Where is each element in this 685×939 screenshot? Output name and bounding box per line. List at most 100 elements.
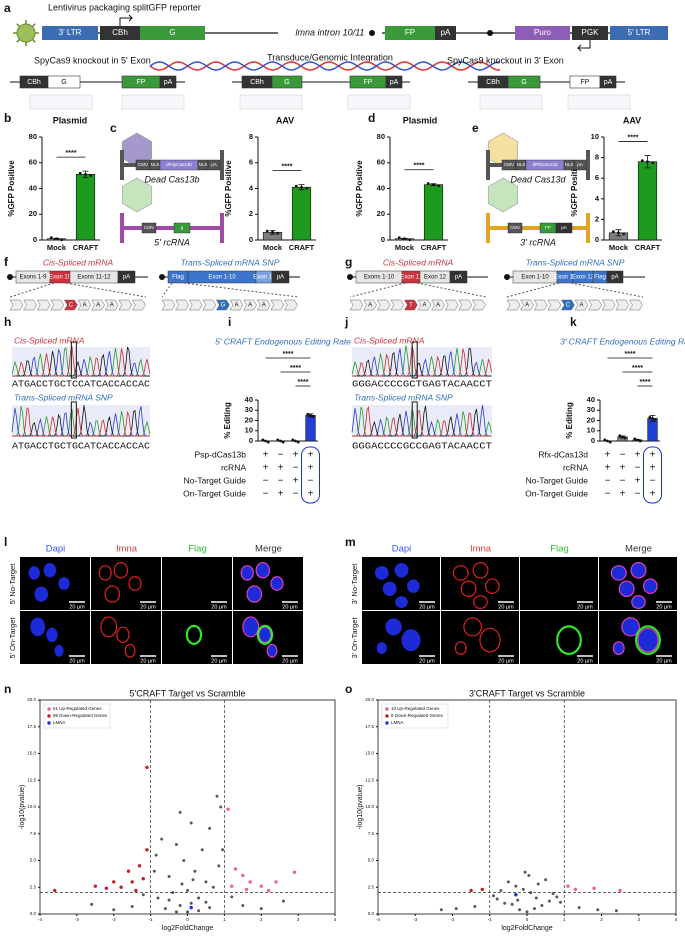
- construct-title: Lentivirus packaging splitGFP reporter: [48, 2, 201, 12]
- base-box: [534, 300, 547, 310]
- x-tick-label: CRAFT: [73, 243, 99, 252]
- panel-letter: h: [4, 315, 11, 329]
- point: [155, 854, 158, 857]
- element-label: CBh: [112, 28, 128, 37]
- trace-title: Trans-Spliced mRNA SNP: [14, 392, 113, 402]
- virus-spike: [17, 39, 20, 42]
- point: [186, 889, 189, 892]
- column-header: Flag: [188, 544, 206, 555]
- zoom-lines: [350, 283, 486, 297]
- legend-label: LMNA: [53, 720, 66, 725]
- legend-swatch: [385, 707, 388, 710]
- base-label: A: [234, 303, 238, 309]
- y-tick-label: 12.5: [365, 777, 374, 782]
- y-tick-label: 10.0: [365, 804, 374, 809]
- nucleus: [46, 628, 57, 642]
- y-tick-label: 30: [245, 405, 253, 414]
- point: [201, 848, 204, 851]
- exon-label: Exon 12: [572, 275, 595, 281]
- legend-swatch: [385, 721, 388, 724]
- replicate-dot: [276, 232, 279, 235]
- point: [186, 910, 189, 913]
- virus-spike: [17, 24, 20, 27]
- point: [171, 891, 174, 894]
- y-tick-label: 80: [377, 132, 385, 141]
- nucleus: [55, 645, 64, 657]
- scale-bar-label: 20 µm: [498, 658, 514, 664]
- replicate-dot: [305, 187, 308, 190]
- nucleus: [34, 586, 48, 601]
- base-box: [119, 300, 132, 310]
- panel-letter: c: [110, 121, 117, 135]
- y-tick-label: 0: [249, 235, 253, 244]
- point: [245, 888, 248, 891]
- point: [197, 909, 200, 912]
- row-label: 3' On-Target: [350, 617, 359, 659]
- point: [241, 904, 244, 907]
- point: [134, 889, 137, 892]
- point: [514, 885, 517, 888]
- legend-swatch: [385, 714, 388, 717]
- table-cell: −: [635, 463, 641, 474]
- y-tick-label: 10: [591, 132, 599, 141]
- vector-part-label: CMV: [504, 162, 514, 167]
- y-tick-label: 15.0: [365, 751, 374, 756]
- table-cell: −: [263, 476, 269, 487]
- scale-bar-label: 20 µm: [69, 658, 85, 664]
- base-box: [51, 300, 64, 310]
- point: [260, 907, 263, 910]
- point: [112, 880, 115, 883]
- replicate-dot: [89, 174, 92, 177]
- table-cell: −: [605, 489, 611, 500]
- scale-bar-label: 20 µm: [498, 604, 514, 610]
- table-cell: +: [620, 463, 626, 474]
- y-tick-label: 40: [29, 183, 37, 192]
- panel-letter: f: [4, 255, 9, 269]
- table-row-label: rcRNA: [563, 462, 588, 472]
- x-tick-label: 4: [675, 917, 678, 922]
- point: [175, 843, 178, 846]
- element-label: 5' LTR: [628, 28, 651, 37]
- point: [127, 870, 130, 873]
- scale-bar-label: 20 µm: [282, 604, 298, 610]
- point: [455, 907, 458, 910]
- point: [618, 889, 621, 892]
- point: [193, 870, 196, 873]
- trace-box: [30, 95, 92, 109]
- junction: [369, 30, 375, 36]
- point: [492, 894, 495, 897]
- point: [226, 807, 229, 810]
- element-label: G: [284, 79, 289, 86]
- base-label: A: [248, 303, 252, 309]
- y-tick-label: 17.5: [365, 724, 374, 729]
- x-tick-label: 3: [637, 917, 640, 922]
- point: [440, 908, 443, 911]
- vector-label: Dead Cas13b: [144, 174, 199, 184]
- element-label: CBh: [27, 79, 41, 86]
- y-tick-label: 40: [587, 395, 595, 404]
- vector-label: 3' rcRNA: [520, 237, 556, 247]
- base-box: [203, 300, 216, 310]
- replicate-dot: [279, 440, 282, 443]
- vector-part-label: pA: [211, 162, 217, 167]
- replicate-dot: [261, 439, 264, 442]
- column-header: Merge: [625, 544, 652, 555]
- element-label: FP: [581, 79, 590, 86]
- column-header: Imna: [116, 544, 138, 555]
- table-cell: −: [278, 476, 284, 487]
- base-label: A: [262, 303, 266, 309]
- exon-label: pA: [455, 275, 462, 281]
- base-label: T: [409, 303, 413, 309]
- column-header: Imna: [470, 544, 492, 555]
- construct-title: Cis-Spliced mRNA: [383, 257, 454, 267]
- legend-swatch: [47, 721, 50, 724]
- nucleus: [639, 629, 658, 651]
- integration-label: Transduce/Genomic Integration: [267, 52, 393, 62]
- replicate-dot: [282, 441, 285, 444]
- point: [180, 883, 183, 886]
- vector-part-label: NLS: [565, 162, 574, 167]
- y-tick-label: 10.0: [27, 804, 36, 809]
- base-label: A: [96, 303, 100, 309]
- replicate-dot: [617, 231, 620, 234]
- panel-letter: k: [570, 315, 577, 329]
